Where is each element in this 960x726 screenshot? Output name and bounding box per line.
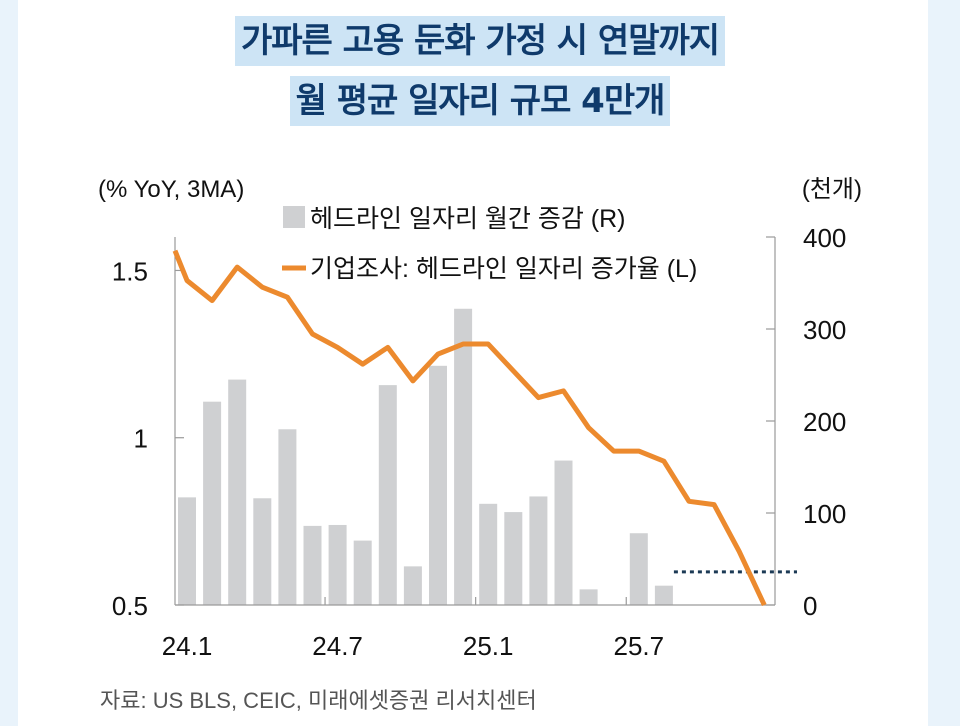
x-tick-label: 24.7 — [312, 631, 363, 661]
right-tick-label: 400 — [803, 223, 846, 253]
title-text: 가파른 고용 둔화 가정 시 연말까지 — [234, 16, 726, 66]
bar-25.4 — [554, 460, 573, 605]
chart-title-line-1: 가파른 고용 둔화 가정 시 연말까지 — [0, 16, 960, 66]
bar-25.5 — [579, 589, 598, 605]
left-axis-label: (% YoY, 3MA) — [98, 176, 244, 203]
x-tick-label: 25.1 — [463, 631, 514, 661]
bar-24.4 — [253, 498, 272, 605]
bar-24.2 — [203, 401, 222, 605]
right-axis-label: (천개) — [802, 176, 862, 203]
left-tick-label: 1 — [134, 424, 148, 454]
bar-25.7 — [629, 533, 648, 605]
left-tick-label: 0.5 — [112, 591, 148, 621]
bar-24.9 — [378, 385, 397, 605]
chart-title-line-2: 월 평균 일자리 규모 4만개 — [0, 76, 960, 126]
bar-24.11 — [429, 365, 447, 605]
legend-bar-label: 헤드라인 일자리 월간 증감 (R) — [310, 205, 626, 233]
bar-24.12 — [454, 308, 473, 605]
right-tick-label: 0 — [803, 591, 817, 621]
bar-24.7 — [328, 524, 347, 605]
right-tick-label: 300 — [803, 315, 846, 345]
x-tick-label: 25.7 — [613, 631, 664, 661]
legend-line-label: 기업조사: 헤드라인 일자리 증가율 (L) — [310, 255, 697, 283]
x-tick-label: 24.1 — [162, 631, 213, 661]
left-tick-label: 1.5 — [112, 256, 148, 286]
title-text: 월 평균 일자리 규모 4만개 — [289, 76, 671, 126]
bar-24.10 — [403, 566, 422, 605]
right-tick-label: 100 — [803, 499, 846, 529]
bar-25.2 — [504, 512, 523, 605]
bar-25.8 — [654, 585, 673, 605]
right-tick-label: 200 — [803, 407, 846, 437]
legend-bar-swatch — [283, 206, 305, 228]
source-note: 자료: US BLS, CEIC, 미래에셋증권 리서치센터 — [100, 688, 537, 713]
bar-24.3 — [228, 379, 247, 605]
bar-24.6 — [303, 525, 322, 605]
bar-24.8 — [353, 540, 372, 605]
bar-24.1 — [178, 497, 196, 605]
bar-25.1 — [479, 503, 498, 605]
bar-25.3 — [529, 496, 548, 605]
bar-24.5 — [278, 429, 297, 605]
